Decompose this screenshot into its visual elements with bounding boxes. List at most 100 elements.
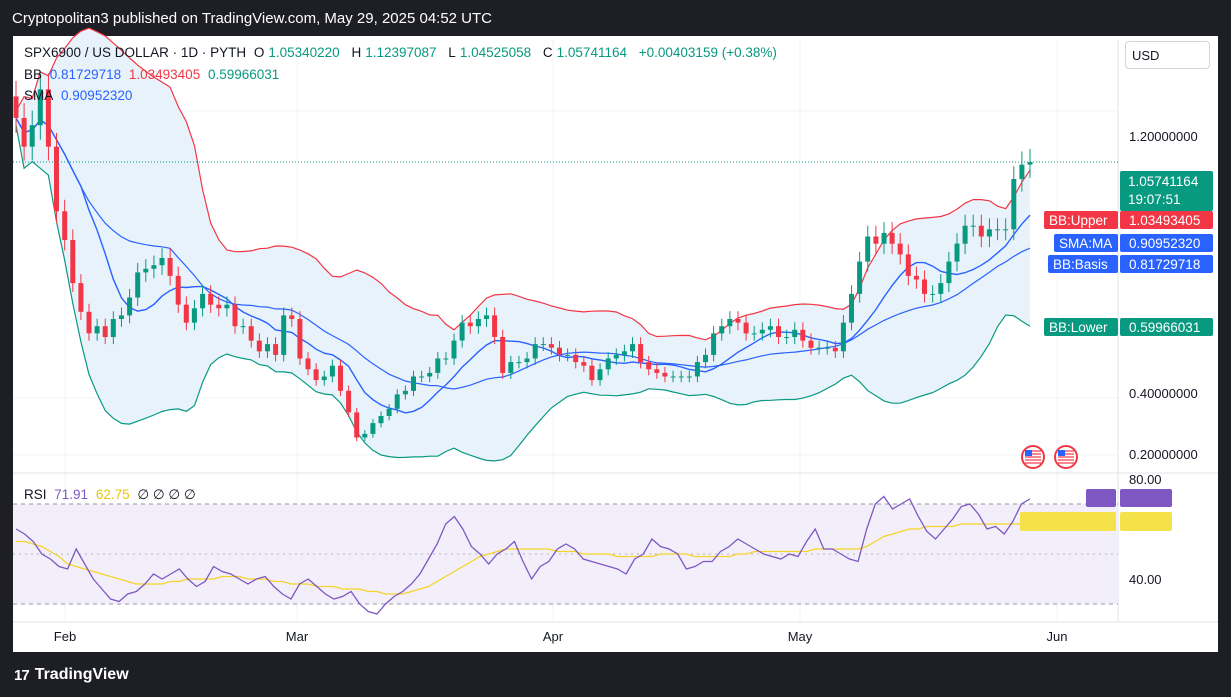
currency-selector[interactable]: USD — [1125, 41, 1210, 69]
candle-body — [29, 125, 35, 147]
rsi-tick-label: 80.00 — [1129, 472, 1162, 487]
candle-body — [654, 369, 660, 373]
candle-body — [86, 311, 92, 334]
bb-basis-badge-label: BB:Basis — [1053, 257, 1108, 272]
candle-body — [467, 322, 473, 327]
sma-badge-label-bg — [1054, 234, 1118, 252]
candle-body — [881, 232, 887, 244]
candle-body — [37, 89, 43, 126]
candle-body — [135, 272, 141, 298]
candle-body — [873, 236, 879, 244]
candle-body — [970, 225, 976, 227]
candle-body — [248, 326, 254, 341]
candle-body — [45, 89, 51, 147]
candle-body — [167, 258, 173, 276]
candle-body — [13, 96, 19, 118]
candle-body — [800, 329, 806, 341]
candle-body — [808, 340, 814, 348]
publish-banner: Cryptopolitan3 published on TradingView.… — [12, 10, 493, 27]
candle-body — [670, 376, 676, 378]
candle-body — [694, 362, 700, 377]
symbol-title[interactable]: SPX6900 / US DOLLAR · 1D · PYTH — [24, 45, 247, 60]
bb-lower-badge-value: 0.59966031 — [1129, 320, 1200, 335]
candle-body — [151, 265, 157, 269]
candle-body — [995, 229, 1000, 231]
candle-body — [305, 358, 311, 370]
candle-body — [897, 243, 903, 255]
candle-body — [613, 354, 619, 359]
sma-badge-value: 0.90952320 — [1129, 236, 1200, 251]
flag-canton — [1025, 450, 1032, 456]
candle-body — [735, 319, 741, 323]
candle-body — [70, 240, 76, 284]
candle-body — [143, 268, 149, 273]
candle-body — [727, 319, 733, 327]
bb-basis-line — [15, 117, 1031, 390]
candle-body — [346, 390, 352, 413]
candle-body — [638, 344, 644, 363]
candle-body — [232, 304, 238, 327]
bb-lower-badge-label: BB:Lower — [1049, 320, 1108, 335]
candle-body — [273, 344, 279, 355]
candle-body — [256, 340, 262, 352]
candle-body — [978, 225, 984, 237]
candle-body — [865, 236, 871, 262]
candle-body — [281, 315, 287, 355]
sma-line — [15, 117, 1031, 414]
rsi-ma-value: 62.75 — [95, 487, 130, 502]
bb-basis-badge-value: 0.81729718 — [1129, 257, 1200, 272]
candle-body — [630, 344, 635, 352]
candle-body — [597, 369, 603, 381]
rsi-label-bg — [1086, 489, 1116, 507]
bb-basis-badge-value-bg — [1120, 255, 1213, 273]
candle-body — [857, 261, 863, 294]
candle-body — [840, 322, 846, 352]
candle-body — [443, 358, 449, 360]
candle-body — [297, 319, 303, 359]
candle-body — [938, 283, 944, 294]
candle-body — [824, 347, 830, 349]
candle-body — [1027, 162, 1033, 165]
candle-body — [1011, 179, 1017, 230]
sma-badge-value-bg — [1120, 234, 1213, 252]
sma-legend[interactable]: SMA 0.90952320 — [24, 88, 136, 103]
bb-legend[interactable]: BB 0.81729718 1.03493405 0.59966031 — [24, 67, 283, 82]
candle-body — [792, 329, 798, 337]
rsi-legend[interactable]: RSI 71.91 62.75 ∅ ∅ ∅ ∅ — [24, 487, 200, 503]
change-value: +0.00403159 (+0.38%) — [638, 45, 777, 60]
price-tick-label: 0.20000000 — [1129, 447, 1198, 462]
bollinger-bands — [15, 27, 1031, 462]
candle-body — [102, 326, 108, 337]
rsi-label: RSI — [24, 487, 47, 502]
rsi-ma-value-bg — [1120, 512, 1172, 531]
time-tick-label: Apr — [543, 629, 564, 644]
low-value: 1.04525058 — [459, 45, 532, 60]
candle-body — [427, 372, 433, 377]
rsi-pane — [13, 495, 1118, 615]
price-tick-label: 0.40000000 — [1129, 386, 1198, 401]
bb-lower-value: 0.59966031 — [207, 67, 280, 82]
candle-body — [21, 118, 27, 147]
candle-body — [492, 315, 498, 337]
flag-canton — [1058, 450, 1065, 456]
close-value: 1.05741164 — [556, 45, 627, 60]
candle-body — [159, 258, 165, 266]
candle-body — [743, 322, 749, 334]
candle-body — [767, 326, 773, 330]
candle-body — [191, 308, 197, 323]
candle-body — [475, 319, 481, 327]
bb-upper-badge-label-bg — [1044, 211, 1118, 229]
candle-body — [581, 362, 587, 366]
candle-body — [62, 211, 68, 240]
candle-body — [402, 390, 408, 395]
tradingview-logo[interactable]: 17 TradingView — [14, 666, 129, 684]
axis-badges: 1.05741164 19:07:51 BB:Upper 1.03493405 SMA:… — [1020, 171, 1213, 531]
bb-upper-value: 1.03493405 — [128, 67, 201, 82]
candle-body — [419, 376, 425, 378]
candle-body — [686, 376, 692, 378]
candle-body — [54, 146, 59, 212]
candle-body — [703, 354, 708, 363]
candle-body — [678, 376, 684, 378]
sma-badge-label: SMA:MA — [1059, 236, 1112, 251]
